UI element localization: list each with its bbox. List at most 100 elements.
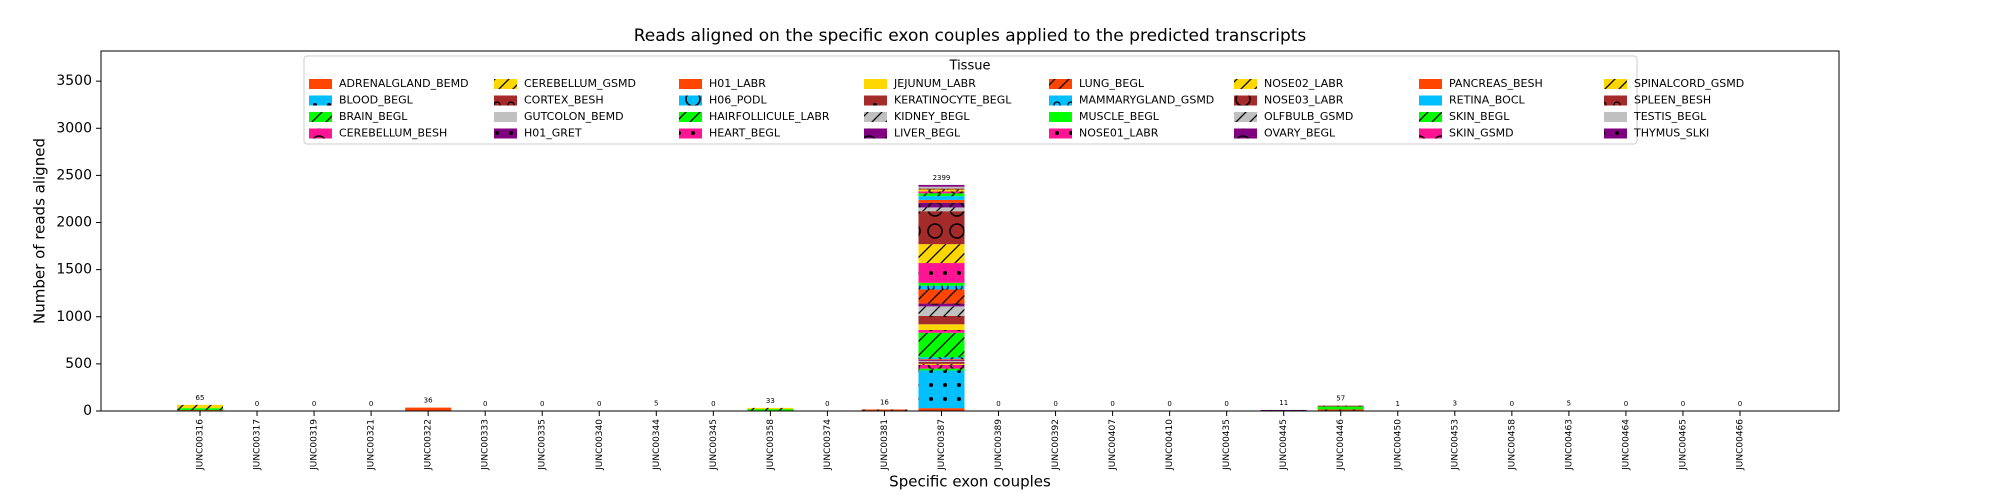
bar-segment bbox=[1317, 409, 1364, 411]
bar-segment bbox=[918, 364, 965, 369]
bar-segment bbox=[1317, 406, 1364, 410]
bar-total-label: 0 bbox=[1681, 400, 1685, 408]
x-tick-label: JUNC00463 bbox=[1564, 419, 1574, 471]
x-tick-label: JUNC00450 bbox=[1393, 419, 1403, 471]
bar-total-label: 2399 bbox=[933, 174, 951, 182]
bar-segment bbox=[405, 407, 452, 411]
legend-swatch bbox=[1234, 95, 1257, 106]
x-tick-label: JUNC00333 bbox=[481, 419, 491, 471]
plot-frame bbox=[100, 50, 1840, 412]
bar-segment bbox=[918, 306, 965, 316]
legend-frame bbox=[303, 55, 1638, 145]
legend-label: OVARY_BEGL bbox=[1264, 127, 1336, 140]
legend-label: NOSE02_LABR bbox=[1264, 77, 1344, 90]
x-tick-label: JUNC00445 bbox=[1279, 419, 1289, 471]
legend-swatch bbox=[864, 128, 887, 139]
legend-title: Tissue bbox=[949, 59, 991, 74]
legend-swatch bbox=[1604, 95, 1627, 106]
bar-segment bbox=[918, 332, 965, 358]
legend-label: BLOOD_BEGL bbox=[339, 94, 414, 107]
bar-total-label: 0 bbox=[312, 400, 316, 408]
y-axis-label: Number of reads aligned bbox=[31, 138, 49, 324]
bar-total-label: 0 bbox=[540, 400, 544, 408]
bar-segment bbox=[918, 282, 965, 286]
bar-total-label: 0 bbox=[255, 400, 259, 408]
x-tick-label: JUNC00466 bbox=[1736, 419, 1746, 471]
legend-label: SKIN_BEGL bbox=[1449, 110, 1510, 123]
legend: Tissue ADRENALGLAND_BEMD BLOOD_BEGL BRAIN_B… bbox=[303, 55, 1744, 145]
y-tick-label: 2000 bbox=[56, 215, 92, 231]
bar-total-label: 11 bbox=[1279, 399, 1288, 407]
y-tick-label: 2500 bbox=[56, 167, 92, 183]
bar-total-label: 0 bbox=[483, 400, 487, 408]
bar-segment bbox=[918, 186, 965, 189]
legend-label: H01_GRET bbox=[524, 127, 582, 140]
bar-total-label: 0 bbox=[1624, 400, 1628, 408]
bar-segment bbox=[177, 404, 223, 409]
x-tick-label: JUNC00392 bbox=[1051, 419, 1061, 471]
legend-label: HAIRFOLLICULE_LABR bbox=[709, 110, 830, 123]
legend-label: HEART_BEGL bbox=[709, 127, 781, 140]
x-tick-label: JUNC00316 bbox=[196, 419, 206, 471]
x-tick-label: JUNC00453 bbox=[1450, 419, 1460, 471]
bar-segment bbox=[1317, 405, 1364, 407]
bar-segment bbox=[918, 329, 965, 333]
legend-label: SPINALCORD_GSMD bbox=[1634, 77, 1744, 90]
legend-label: NOSE03_LABR bbox=[1264, 94, 1344, 107]
legend-label: NOSE01_LABR bbox=[1079, 127, 1159, 140]
bar-total-label: 0 bbox=[1110, 400, 1114, 408]
legend-label: RETINA_BOCL bbox=[1449, 94, 1526, 107]
bar-total-label: 65 bbox=[196, 394, 205, 402]
bar-total-label: 57 bbox=[1336, 395, 1345, 403]
bar-segment bbox=[918, 289, 965, 304]
legend-label: CORTEX_BESH bbox=[524, 94, 604, 107]
legend-swatch bbox=[494, 95, 517, 106]
legend-label: ADRENALGLAND_BEMD bbox=[339, 77, 469, 90]
bar-segment bbox=[918, 207, 965, 212]
legend-label: MAMMARYGLAND_GSMD bbox=[1079, 94, 1214, 107]
x-tick-label: JUNC00407 bbox=[1108, 419, 1118, 471]
bar-total-label: 0 bbox=[597, 400, 601, 408]
legend-swatch bbox=[679, 128, 702, 139]
x-tick-label: JUNC00464 bbox=[1621, 419, 1631, 471]
bar-segment bbox=[747, 409, 794, 411]
x-axis-label: Specific exon couples bbox=[889, 473, 1051, 491]
bar-total-label: 0 bbox=[1738, 400, 1742, 408]
bar-segment bbox=[177, 408, 223, 411]
bar-segment bbox=[918, 285, 965, 290]
x-tick-label: JUNC00389 bbox=[994, 419, 1004, 471]
x-tick-label: JUNC00410 bbox=[1165, 419, 1175, 471]
y-tick-label: 3000 bbox=[56, 120, 92, 136]
legend-label: BRAIN_BEGL bbox=[339, 110, 408, 123]
legend-label: LUNG_BEGL bbox=[1079, 77, 1145, 90]
bar-total-label: 0 bbox=[996, 400, 1000, 408]
bar-segment bbox=[918, 315, 965, 325]
bar-total-label: 0 bbox=[1053, 400, 1057, 408]
legend-label: CEREBELLUM_BESH bbox=[339, 127, 447, 140]
legend-swatch bbox=[864, 95, 887, 106]
legend-swatch bbox=[309, 128, 332, 139]
x-tick-label: JUNC00435 bbox=[1222, 419, 1232, 471]
x-tick-label: JUNC00358 bbox=[766, 419, 776, 471]
bar-total-label: 0 bbox=[1167, 400, 1171, 408]
legend-swatch bbox=[1234, 79, 1257, 89]
bar-total-label: 0 bbox=[369, 400, 373, 408]
legend-label: CEREBELLUM_GSMD bbox=[524, 77, 636, 90]
chart-title: Reads aligned on the specific exon coupl… bbox=[634, 26, 1307, 46]
legend-swatch bbox=[679, 79, 702, 89]
legend-swatch bbox=[309, 95, 332, 106]
legend-label: SKIN_GSMD bbox=[1449, 127, 1514, 140]
legend-label: H01_LABR bbox=[709, 77, 766, 90]
bar-segment bbox=[918, 211, 965, 245]
bar-segment bbox=[918, 361, 965, 364]
x-tick-label: JUNC00335 bbox=[538, 419, 548, 471]
legend-label: LIVER_BEGL bbox=[894, 127, 961, 140]
legend-label: OLFBULB_GSMD bbox=[1264, 110, 1353, 123]
legend-label: THYMUS_SLKI bbox=[1633, 127, 1709, 140]
bar-total-label: 1 bbox=[1396, 400, 1400, 408]
legend-swatch bbox=[1049, 95, 1072, 106]
x-tick-label: JUNC00465 bbox=[1678, 419, 1688, 471]
x-tick-label: JUNC00374 bbox=[823, 419, 833, 471]
bar-segment bbox=[918, 361, 965, 362]
